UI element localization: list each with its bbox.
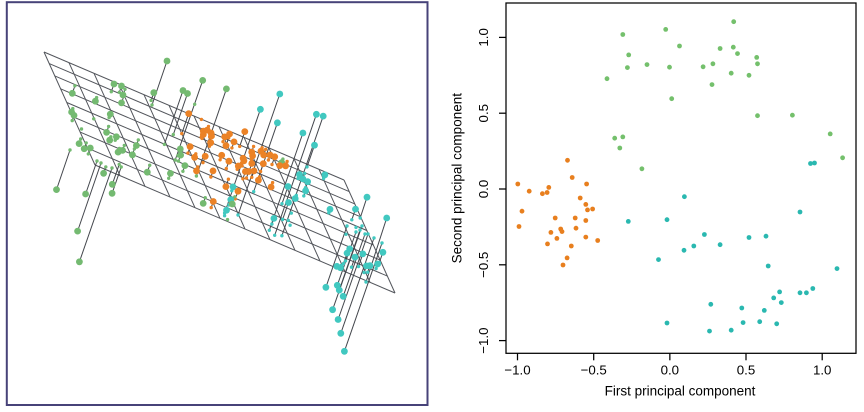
svg-text:−1.0: −1.0 bbox=[476, 327, 491, 353]
svg-text:First principal component: First principal component bbox=[605, 384, 756, 399]
svg-text:−0.5: −0.5 bbox=[476, 252, 491, 278]
svg-text:−1.0: −1.0 bbox=[504, 363, 530, 378]
svg-text:0.0: 0.0 bbox=[661, 363, 680, 378]
svg-text:Second principal component: Second principal component bbox=[450, 93, 465, 264]
svg-text:1.0: 1.0 bbox=[813, 363, 832, 378]
svg-text:0.5: 0.5 bbox=[476, 104, 491, 123]
svg-text:−0.5: −0.5 bbox=[581, 363, 607, 378]
svg-text:1.0: 1.0 bbox=[476, 28, 491, 47]
svg-text:0.0: 0.0 bbox=[476, 180, 491, 199]
svg-text:0.5: 0.5 bbox=[737, 363, 756, 378]
